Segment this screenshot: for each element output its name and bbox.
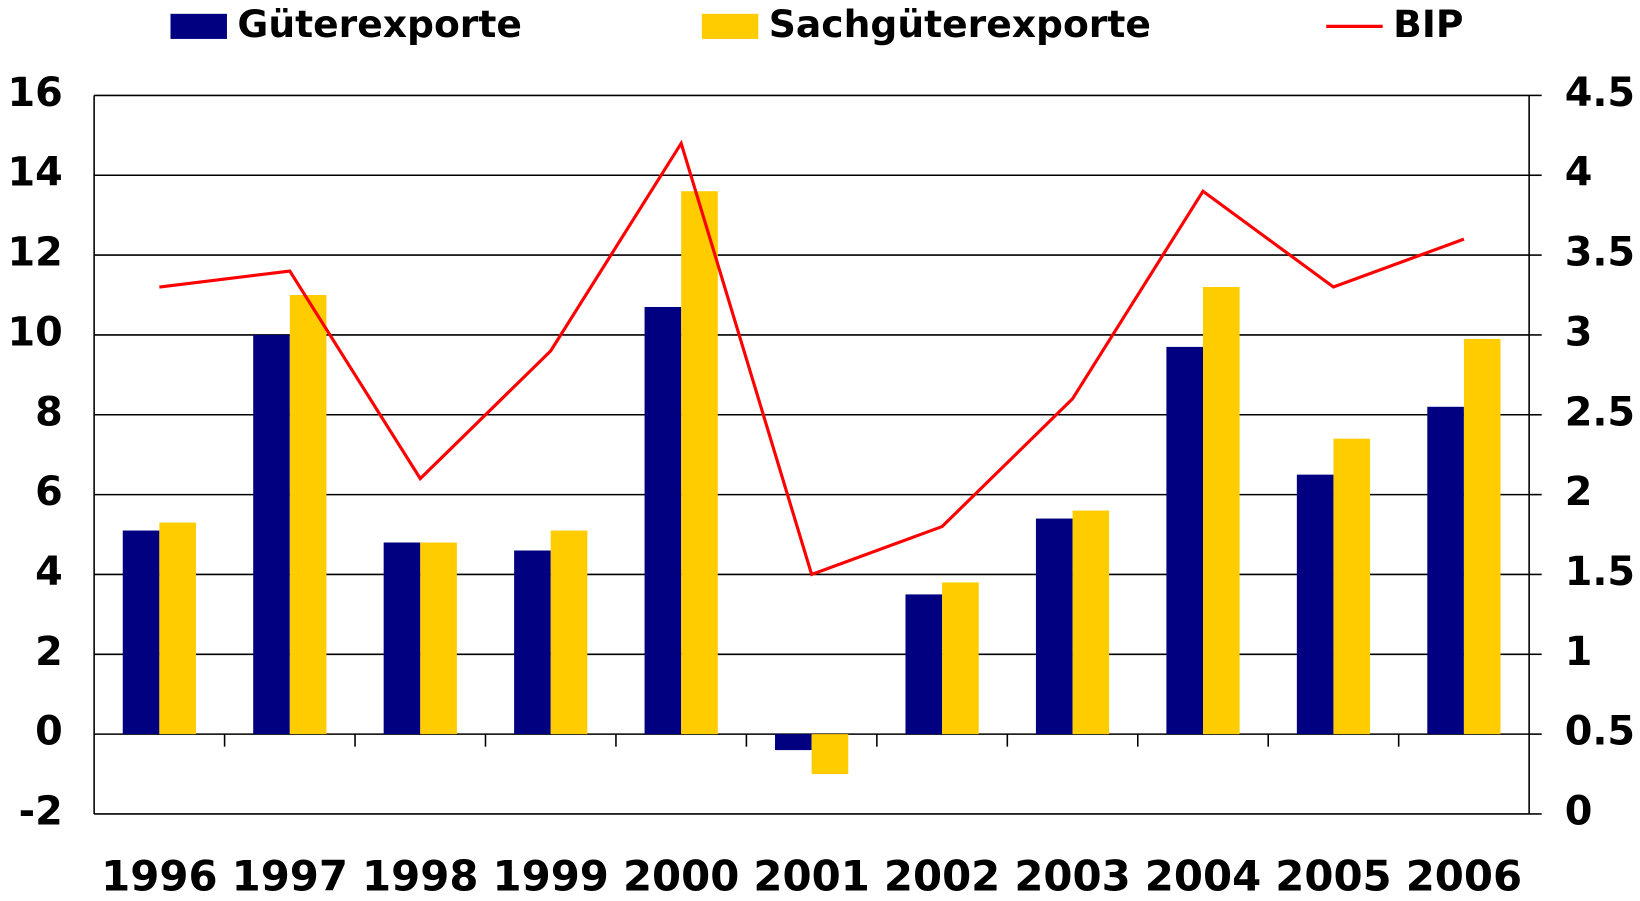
bar: [122, 530, 160, 735]
y-tick-label: 4: [35, 549, 63, 595]
y2-tick-label: 4: [1565, 150, 1593, 196]
x-tick-label: 2000: [623, 851, 739, 900]
legend-label: Sachgüterexporte: [769, 2, 1151, 46]
y2-tick-label: 0.5: [1565, 709, 1635, 755]
bar: [1463, 338, 1501, 735]
x-tick-label: 1996: [101, 851, 217, 900]
legend-label: BIP: [1393, 2, 1463, 46]
bar: [1035, 518, 1073, 735]
bar: [253, 334, 290, 735]
y-tick-label: 12: [7, 230, 62, 276]
bar: [514, 550, 551, 735]
bar: [1202, 287, 1240, 735]
y-tick-label: 14: [7, 150, 62, 196]
bar: [644, 306, 682, 735]
bar: [1296, 474, 1334, 735]
x-tick-label: 1998: [362, 851, 478, 900]
bar: [1072, 510, 1110, 735]
y-tick-label: 10: [7, 309, 62, 355]
bar: [681, 191, 718, 735]
y2-tick-label: 2.5: [1565, 389, 1635, 435]
y2-tick-label: 0: [1565, 788, 1593, 834]
bar: [383, 542, 421, 735]
y-tick-label: 0: [35, 709, 63, 755]
bar: [159, 522, 196, 735]
x-tick-label: 2003: [1014, 851, 1130, 900]
y2-tick-label: 3.5: [1565, 230, 1635, 276]
legend-swatch: [701, 13, 759, 39]
y2-tick-label: 2: [1565, 469, 1593, 515]
x-tick-label: 2006: [1406, 851, 1522, 900]
bar: [550, 530, 588, 735]
y-tick-label: 2: [35, 629, 63, 675]
y-tick-label: 6: [35, 469, 63, 515]
x-tick-label: 2004: [1145, 851, 1261, 900]
legend-swatch: [170, 13, 227, 39]
bar: [942, 582, 979, 735]
x-tick-label: 2005: [1275, 851, 1391, 900]
y-tick-label: 16: [7, 70, 62, 116]
y2-tick-label: 3: [1565, 309, 1593, 355]
y2-tick-label: 1: [1565, 629, 1593, 675]
bar: [905, 594, 943, 735]
y-tick-label: -2: [19, 788, 63, 834]
bar: [811, 734, 849, 775]
bar: [420, 542, 457, 735]
x-tick-label: 1997: [232, 851, 348, 900]
legend-label: Güterexporte: [237, 2, 521, 46]
y-tick-label: 8: [35, 389, 63, 435]
x-tick-label: 1999: [493, 851, 609, 900]
bar: [1333, 438, 1371, 735]
line-series: [159, 139, 1465, 577]
x-tick-label: 2001: [753, 851, 869, 900]
bar: [1427, 406, 1464, 735]
bar: [775, 734, 812, 751]
bar: [289, 295, 327, 735]
y2-tick-label: 4.5: [1565, 70, 1635, 116]
bar: [1166, 346, 1203, 735]
x-tick-label: 2002: [884, 851, 1000, 900]
y2-tick-label: 1.5: [1565, 549, 1635, 595]
